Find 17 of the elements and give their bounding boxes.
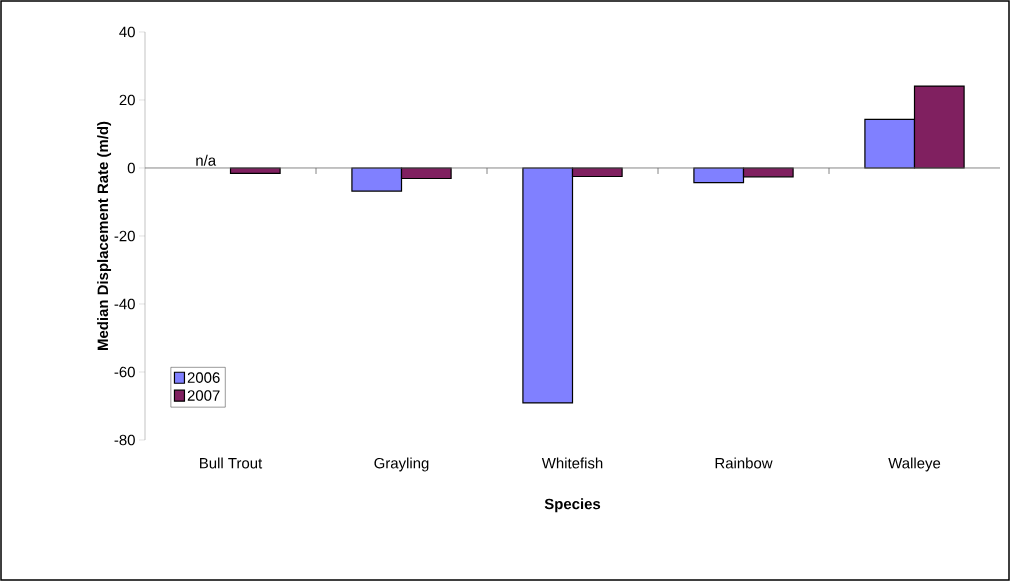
y-tick-label: -80 [114,434,135,446]
annotation: n/a [196,154,217,166]
y-tick-label: -60 [114,366,135,378]
x-tick-label: Walleye [888,457,941,472]
y-tick-label: 20 [119,94,135,106]
y-tick-label: -40 [114,298,135,310]
x-tick-label: Rainbow [715,457,773,469]
x-tick-label: Whitefish [541,457,603,469]
legend-label: 2007 [187,390,220,401]
y-axis-title: Median Displacement Rate (m/d) [97,121,112,350]
y-tick-label: 40 [119,26,135,38]
y-tick-label: 0 [127,162,135,174]
x-tick-label: Grayling [374,457,429,472]
x-axis-title: Species [544,498,601,513]
x-tick-label: Bull Trout [200,457,263,469]
legend-label: 2006 [187,372,220,383]
y-tick-label: -20 [114,230,135,242]
